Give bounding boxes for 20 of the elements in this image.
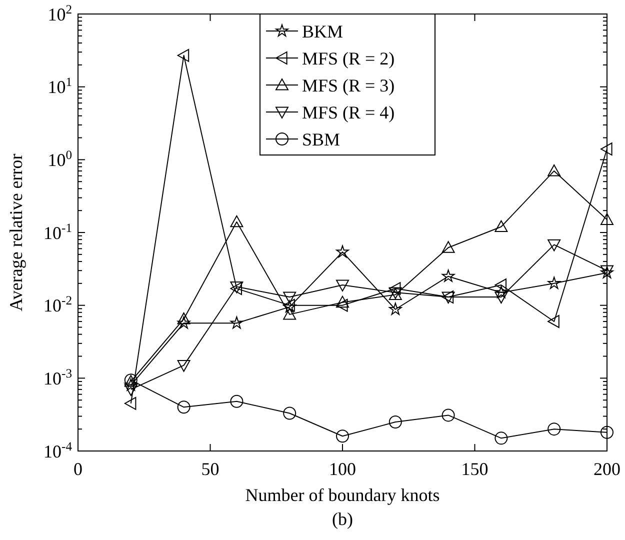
text: (b) bbox=[332, 509, 353, 529]
y-tick-label: 10$^{-3}$ bbox=[44, 366, 72, 388]
legend-label: MFS (R = 2) bbox=[302, 48, 395, 68]
x-tick-label: 0 bbox=[74, 459, 82, 479]
y-tick-label: 10$^{-2}$ bbox=[44, 294, 72, 316]
x-axis-title: Number of boundary knots bbox=[245, 485, 440, 505]
y-tick-label: 10$^{1}$ bbox=[48, 75, 72, 98]
x-tick-label: 150 bbox=[461, 459, 488, 479]
y-tick-label: 10$^{-4}$ bbox=[44, 439, 73, 462]
legend-label: MFS (R = 3) bbox=[302, 75, 395, 96]
y-axis-title: Average relative error bbox=[6, 154, 26, 312]
legend-label: MFS (R = 4) bbox=[302, 102, 395, 122]
x-tick-label: 100 bbox=[329, 459, 356, 479]
legend-label: SBM bbox=[302, 129, 340, 150]
y-tick-label: 10$^{2}$ bbox=[48, 2, 72, 24]
y-tick-label: 10$^{-1}$ bbox=[44, 220, 72, 243]
x-tick-label: 50 bbox=[201, 459, 220, 479]
x-tick-label: 200 bbox=[594, 459, 620, 479]
y-tick-label: 10$^{0}$ bbox=[48, 148, 72, 170]
legend-label: BKM bbox=[302, 21, 344, 42]
